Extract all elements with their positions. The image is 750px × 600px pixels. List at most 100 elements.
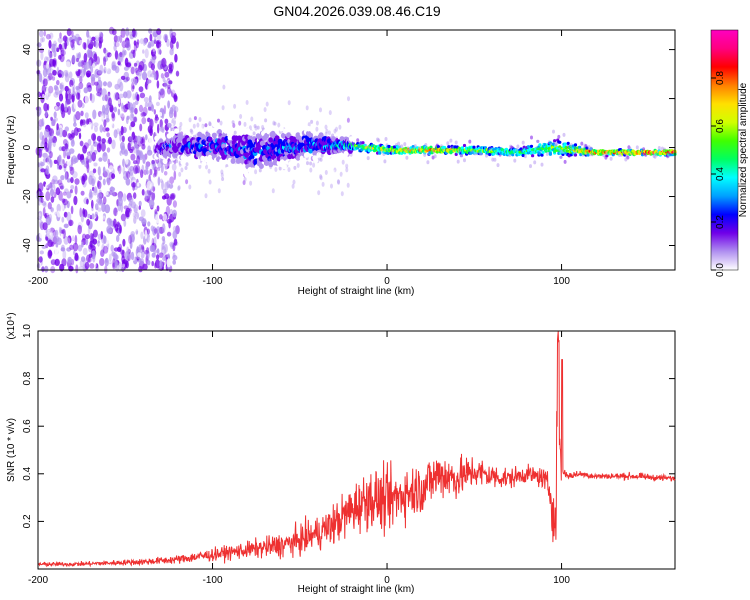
- spectrogram-cell: [384, 137, 388, 141]
- spectrogram-cell: [47, 183, 53, 189]
- spectrogram-cell: [328, 166, 331, 172]
- colorbar-gradient: [710, 29, 739, 271]
- spectrogram-cell: [104, 107, 110, 115]
- spectrogram-cell: [110, 244, 114, 252]
- spectrogram-cell: [116, 211, 120, 217]
- snr-x-tick-label: 0: [384, 575, 390, 586]
- spectrogram-cell: [112, 190, 116, 197]
- spectrogram-cell: [138, 104, 144, 113]
- spectrogram-cell: [258, 163, 264, 169]
- spectrogram-cell: [155, 114, 158, 119]
- spectrogram-cell: [136, 182, 140, 187]
- spectrogram-cell: [72, 171, 78, 179]
- spectrogram-cell: [558, 140, 562, 144]
- spectrogram-cell: [170, 194, 175, 201]
- spectrogram-cell: [169, 28, 173, 39]
- spectrogram-cell: [169, 107, 174, 115]
- spectrogram-cell: [38, 210, 43, 219]
- spectrogram-cell: [86, 198, 89, 205]
- spectrogram-cell: [120, 213, 126, 222]
- spectrogram-cell: [53, 159, 58, 164]
- spectrogram-cell: [45, 191, 51, 202]
- spectrogram-cell: [73, 100, 78, 110]
- spectrogram-cell: [180, 167, 184, 173]
- spectrogram-cell: [39, 131, 44, 141]
- spectrogram-cell: [135, 173, 141, 179]
- snr-y-tick-label: 1.0: [22, 324, 33, 338]
- spectrogram-cell: [337, 179, 341, 185]
- spectrogram-cell: [372, 149, 377, 153]
- spectrogram-cell: [253, 124, 257, 129]
- spectrogram-cell: [538, 143, 542, 147]
- spectrogram-cell: [119, 224, 122, 234]
- spectrogram-cell: [293, 165, 297, 170]
- spectrogram-cell: [164, 181, 170, 191]
- spectrogram-cell: [162, 188, 167, 195]
- spectrogram-cell: [130, 251, 135, 261]
- spectrogram-cell: [173, 116, 178, 121]
- spectrogram-cell: [161, 180, 164, 190]
- spectrogram-cell: [122, 165, 126, 175]
- spectrogram-cell: [52, 138, 56, 148]
- spectrogram-cell: [58, 182, 64, 188]
- spectrogram-cell: [147, 106, 152, 111]
- spectrogram-cell: [69, 244, 74, 250]
- spectrogram-cell: [163, 171, 168, 176]
- spectrogram-cell: [307, 122, 311, 128]
- spectrogram-cell: [277, 138, 283, 145]
- spectrogram-cell: [76, 128, 82, 132]
- spectrogram-cell: [123, 91, 128, 99]
- spectrogram-cell: [113, 207, 118, 217]
- spectrogram-cell: [144, 190, 150, 200]
- spectrogram-cell: [107, 91, 111, 97]
- spectrogram-cell: [98, 175, 103, 181]
- spectrogram-cell: [256, 125, 260, 130]
- spectrogram-cell: [135, 229, 139, 235]
- spectrogram-cell: [87, 213, 91, 219]
- spectrogram-cell: [123, 227, 128, 235]
- spectrogram-cell: [144, 48, 149, 59]
- spectrogram-cell: [78, 39, 84, 45]
- spectrogram-cell: [80, 190, 85, 196]
- spectrogram-cell: [496, 163, 500, 168]
- spectrogram-cell: [77, 224, 82, 235]
- spectrogram-cell: [231, 120, 235, 125]
- spectrogram-cell: [249, 180, 253, 186]
- spectrogram-cell: [134, 67, 139, 74]
- spectrogram-cell: [136, 135, 142, 142]
- spectrogram-cell: [109, 186, 114, 196]
- spectrogram-cell: [114, 262, 120, 272]
- spectrogram-cell: [109, 53, 115, 61]
- spectrogram-cell: [58, 93, 64, 102]
- spectrogram-cell: [70, 129, 75, 140]
- spectrogram-cell: [463, 158, 466, 163]
- spectrogram-cell: [46, 87, 50, 96]
- spectrogram-cell: [71, 30, 74, 37]
- spectrogram-cell: [459, 154, 463, 158]
- spectrogram-cell: [136, 155, 141, 165]
- spectrogram-cell: [91, 133, 97, 141]
- spectrogram-cell: [156, 41, 162, 49]
- spectrogram-cell: [156, 248, 160, 254]
- spectrogram-cell: [51, 43, 56, 53]
- spectrogram-cell: [48, 213, 53, 223]
- spectrogram-cell: [45, 243, 49, 249]
- spectrogram-cell: [149, 33, 153, 42]
- spectrogram-cell: [513, 158, 517, 163]
- spectrogram-cell: [43, 30, 46, 37]
- spectrogram-cell: [172, 230, 178, 240]
- spectrogram-cell: [429, 145, 433, 149]
- spectrogram-cell: [135, 164, 141, 174]
- chart-title: GN04.2026.039.08.46.C19: [273, 3, 441, 19]
- spectrogram-cell: [60, 229, 65, 235]
- spectrogram-cell: [139, 169, 144, 179]
- spectrogram-cell: [66, 159, 72, 166]
- spectrogram-cell: [108, 165, 114, 172]
- spectrogram-cell: [60, 49, 66, 57]
- spectrogram-cell: [536, 139, 540, 143]
- spectrogram-cell: [321, 181, 325, 187]
- spectrogram-cell: [153, 72, 157, 81]
- spectrogram-cell: [462, 143, 467, 148]
- spectrogram-cell: [115, 92, 120, 101]
- spectrogram-cell: [94, 81, 99, 86]
